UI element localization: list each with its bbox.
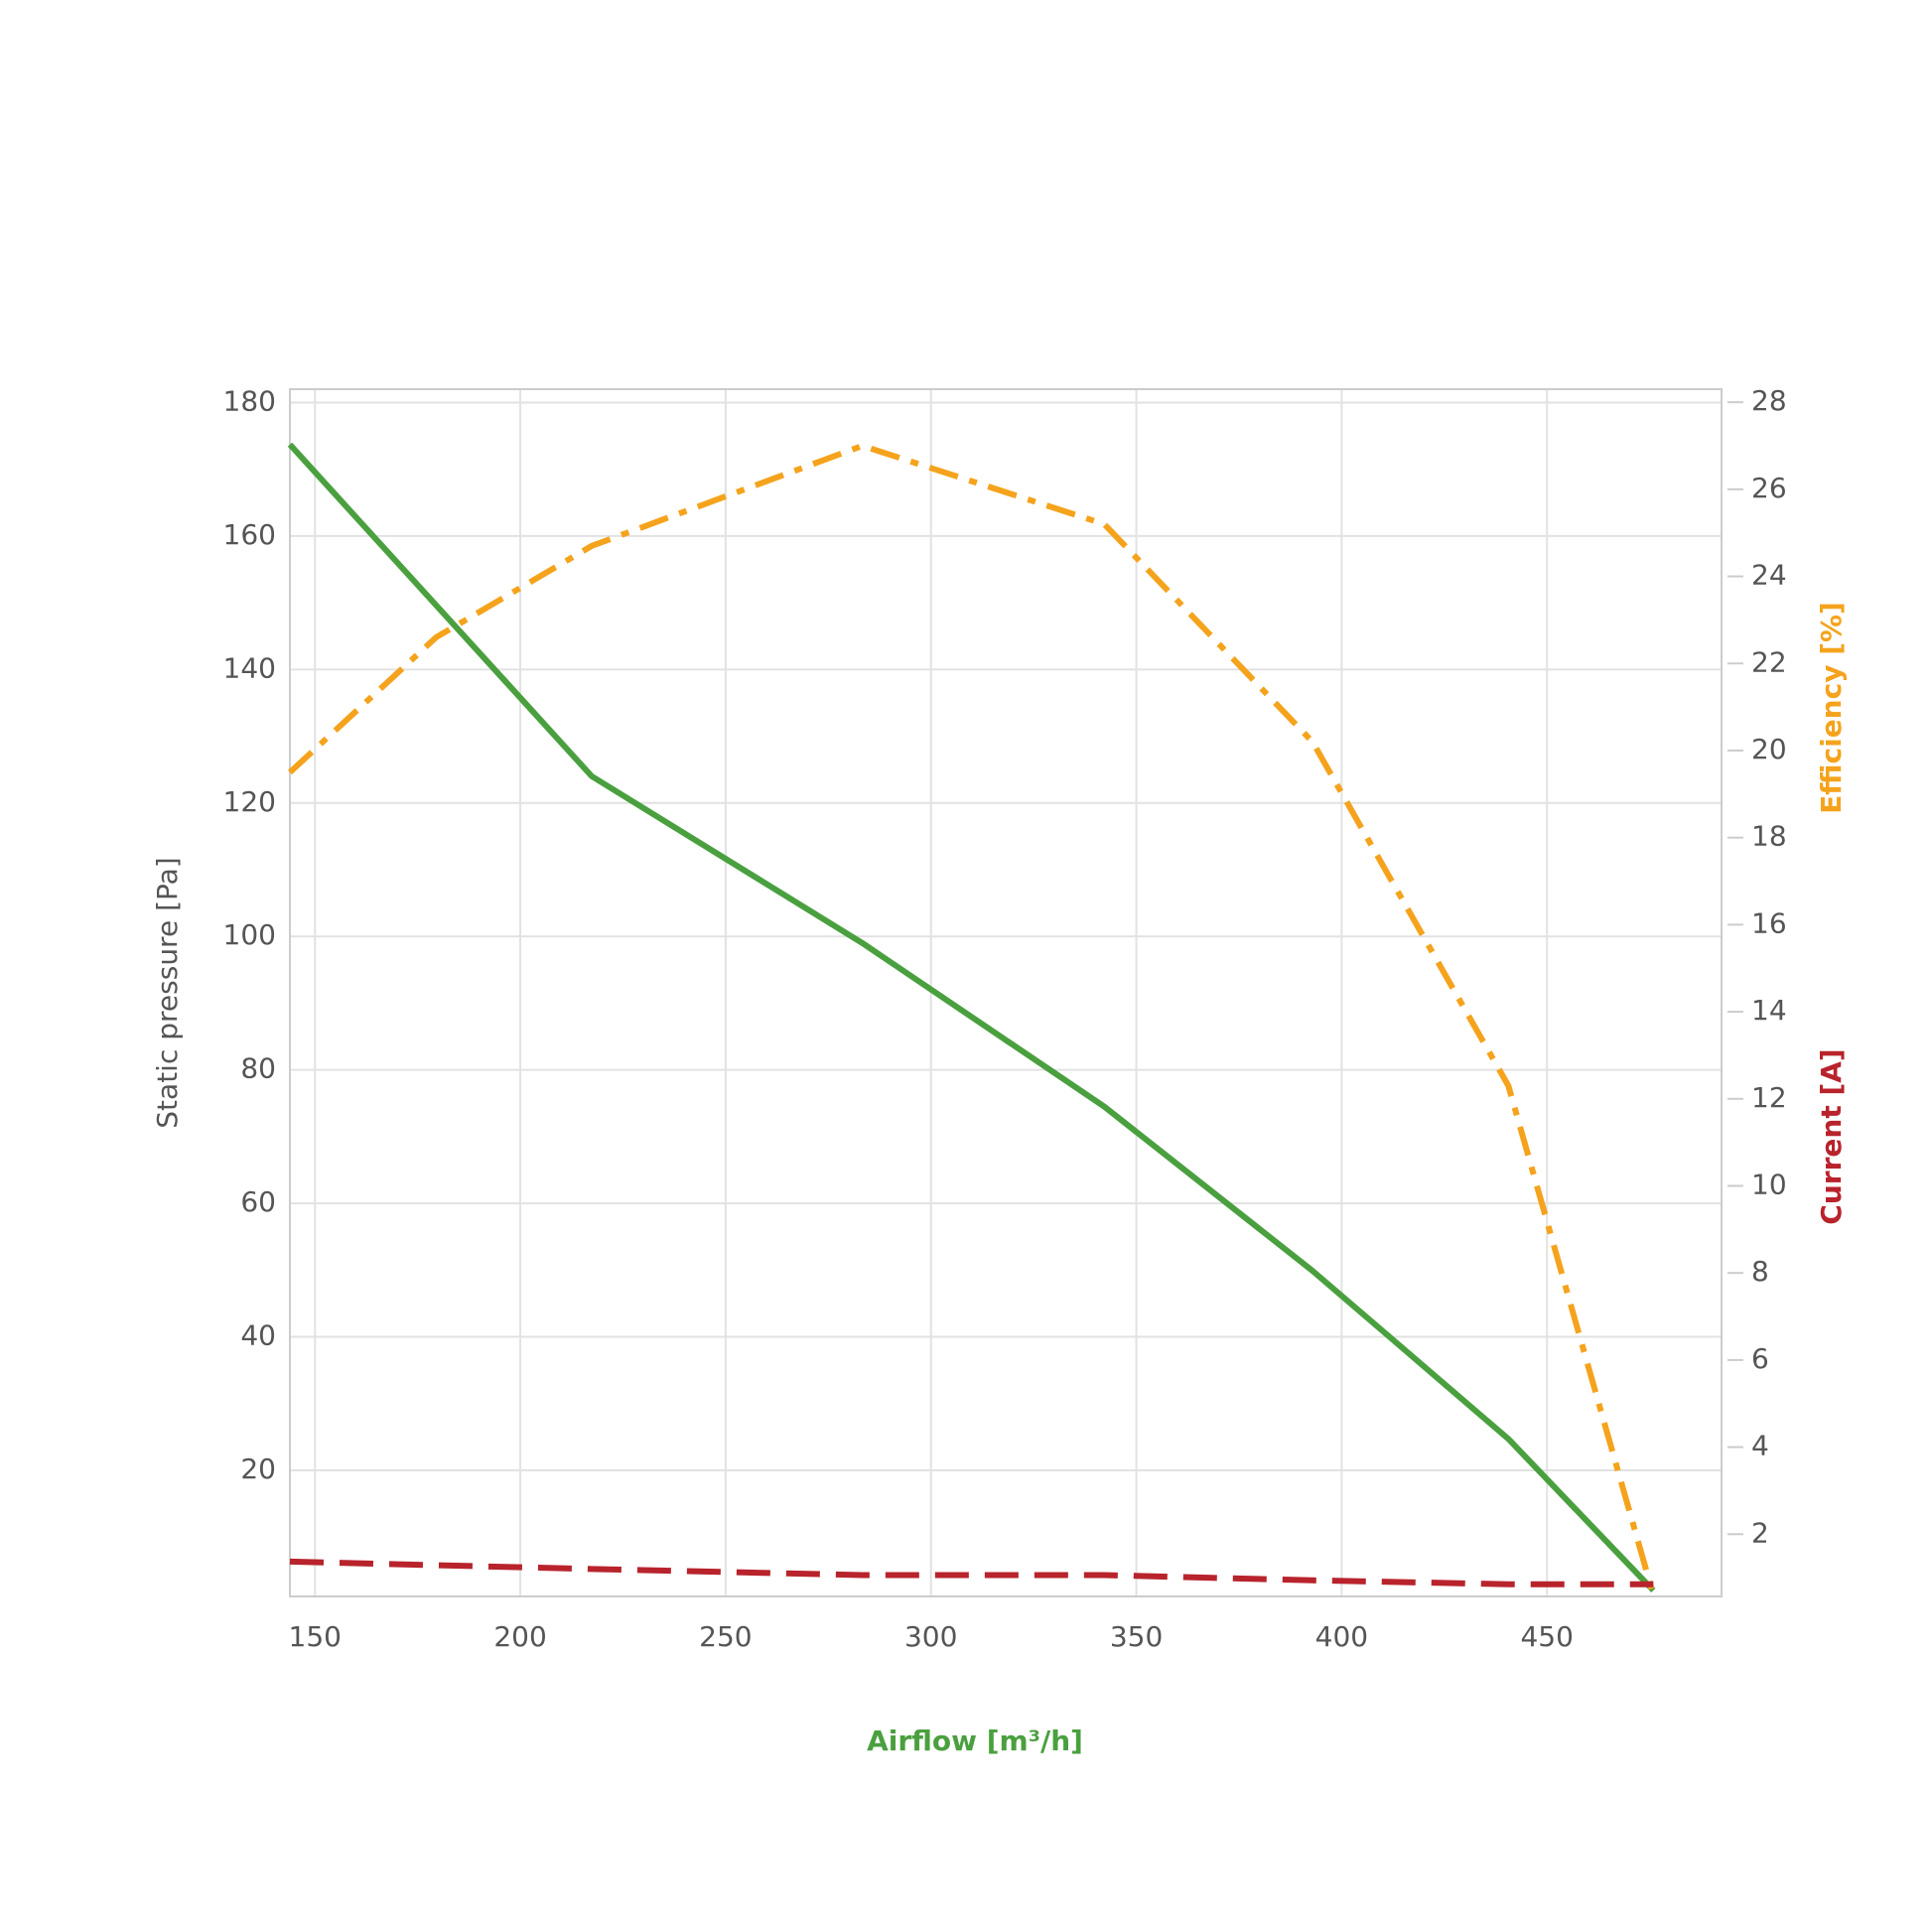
x-tick-label: 300 xyxy=(904,1620,957,1653)
x-tick-label: 250 xyxy=(699,1620,752,1653)
y2-tick-label: 6 xyxy=(1751,1342,1769,1375)
series-line xyxy=(289,1558,1654,1587)
y2-tick-label: 2 xyxy=(1751,1516,1769,1549)
y2-tick-label: 22 xyxy=(1751,645,1787,678)
series-line xyxy=(287,443,1657,1596)
x-tick-label: 200 xyxy=(493,1620,546,1653)
x-axis-label: Airflow [m³/h] xyxy=(867,1725,1083,1757)
y-axis-label: Static pressure [Pa] xyxy=(151,857,184,1128)
y-tick-label: 40 xyxy=(240,1319,276,1352)
y-tick-label: 140 xyxy=(223,651,276,684)
y2-axis-label: Current [A] xyxy=(1815,1048,1848,1224)
series-line xyxy=(287,442,1656,1593)
y-tick-label: 60 xyxy=(240,1185,276,1218)
y-tick-label: 120 xyxy=(223,785,276,818)
y-tick-label: 100 xyxy=(223,918,276,951)
y-tick-label: 80 xyxy=(240,1052,276,1085)
y2-tick-label: 16 xyxy=(1751,906,1787,939)
y-tick-label: 160 xyxy=(223,518,276,551)
y2-axis-label: Efficiency [%] xyxy=(1815,602,1848,814)
x-tick-label: 450 xyxy=(1520,1620,1573,1653)
y2-tick-label: 20 xyxy=(1751,733,1787,765)
x-tick-label: 350 xyxy=(1110,1620,1163,1653)
y2-tick-label: 24 xyxy=(1751,559,1787,592)
y-tick-label: 180 xyxy=(223,384,276,417)
y2-tick-label: 26 xyxy=(1751,472,1787,504)
y2-tick-label: 4 xyxy=(1751,1430,1769,1462)
y2-tick-label: 18 xyxy=(1751,820,1787,853)
y-tick-label: 20 xyxy=(240,1452,276,1485)
x-tick-label: 400 xyxy=(1315,1620,1368,1653)
plot-frame xyxy=(289,388,1723,1597)
y2-tick-label: 12 xyxy=(1751,1081,1787,1114)
y2-tick-label: 14 xyxy=(1751,994,1787,1027)
y2-tick-label: 8 xyxy=(1751,1255,1769,1288)
x-tick-label: 150 xyxy=(289,1620,342,1653)
y2-tick-label: 10 xyxy=(1751,1168,1787,1200)
y2-tick-label: 28 xyxy=(1751,384,1787,417)
